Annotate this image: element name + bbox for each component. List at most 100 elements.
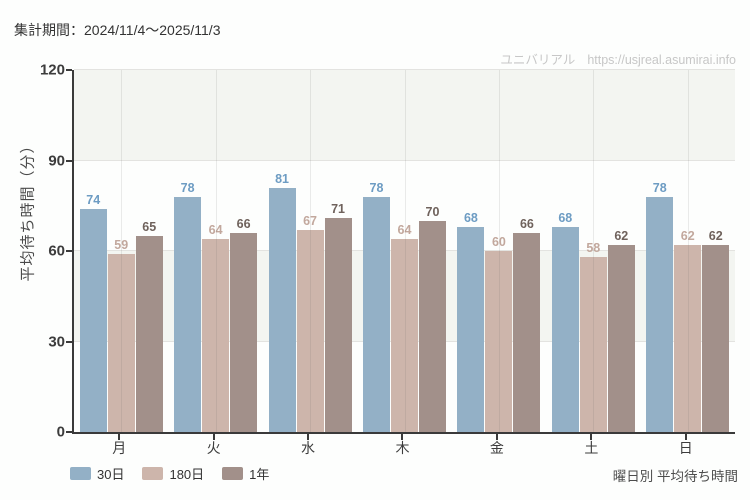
- legend-item-180日[interactable]: 180日: [142, 464, 204, 483]
- bar-1年-水[interactable]: [324, 217, 352, 432]
- bar-value-label: 70: [425, 204, 440, 219]
- x-category-火: 火: [166, 434, 260, 460]
- legend-label: 1年: [249, 467, 270, 482]
- bar-30日-水[interactable]: [268, 187, 296, 432]
- bar-1年-土[interactable]: [607, 244, 635, 432]
- bar-1年-月[interactable]: [135, 235, 163, 432]
- bar-value-label: 68: [558, 210, 573, 225]
- bar-group-土: 68 58 62: [546, 70, 640, 432]
- bar-180日-月[interactable]: [107, 254, 135, 432]
- bar-column: 81: [268, 70, 296, 432]
- legend-swatch: [70, 467, 91, 480]
- gridline-y-90: [74, 159, 735, 161]
- bar-value-label: 62: [614, 228, 629, 243]
- legend-item-30日[interactable]: 30日: [70, 464, 124, 483]
- bar-column: 78: [362, 70, 390, 432]
- x-tick-木: [401, 434, 404, 440]
- bar-30日-土[interactable]: [551, 226, 579, 432]
- bar-30日-木[interactable]: [362, 196, 390, 432]
- aggregation-period-title: 集計期間：2024/11/4～2025/11/3: [14, 22, 221, 38]
- x-tick-日: [684, 434, 687, 440]
- plot-area: 74 59 65 78 64 66 81 67 71 78 64 70 68 60 66 68 58 62 78 62…: [72, 69, 735, 434]
- bar-column: 66: [230, 70, 258, 432]
- x-category-金: 金: [450, 434, 544, 460]
- y-tick-label-0: 0: [56, 423, 65, 441]
- bar-value-label: 65: [142, 219, 157, 234]
- bar-group-水: 81 67 71: [263, 70, 357, 432]
- bar-1年-金[interactable]: [513, 232, 541, 432]
- bar-180日-木[interactable]: [390, 238, 418, 432]
- bar-30日-金[interactable]: [457, 226, 485, 432]
- bar-180日-金[interactable]: [485, 251, 513, 432]
- bar-column: 62: [674, 70, 702, 432]
- bar-column: 65: [135, 70, 163, 432]
- x-category-label: 月: [112, 440, 127, 456]
- bar-value-label: 59: [114, 238, 129, 253]
- x-tick-金: [495, 434, 498, 440]
- x-category-日: 日: [639, 434, 733, 460]
- x-category-月: 月: [72, 434, 166, 460]
- bar-column: 78: [646, 70, 674, 432]
- bar-column: 58: [579, 70, 607, 432]
- y-tick-60: [66, 250, 72, 252]
- bar-value-label: 66: [236, 216, 251, 231]
- bar-column: 64: [390, 70, 418, 432]
- bar-column: 78: [174, 70, 202, 432]
- y-tick-120: [66, 69, 72, 71]
- legend: 30日 180日 1年: [70, 464, 269, 483]
- y-tick-label-30: 30: [48, 333, 65, 350]
- y-tick-0: [66, 431, 72, 433]
- bar-180日-火[interactable]: [202, 238, 230, 432]
- bar-value-label: 74: [86, 192, 101, 207]
- bar-30日-火[interactable]: [174, 196, 202, 432]
- bar-value-label: 62: [680, 228, 695, 243]
- chart-caption: 曜日別 平均待ち時間: [612, 469, 738, 484]
- bar-value-label: 66: [519, 216, 534, 231]
- x-category-label: 日: [678, 440, 693, 456]
- watermark: ユニバリアル https://usjreal.asumirai.info: [500, 49, 736, 68]
- y-tick-90: [66, 159, 72, 162]
- x-tick-月: [118, 434, 121, 440]
- bar-value-label: 60: [491, 235, 506, 249]
- bar-1年-日[interactable]: [702, 244, 730, 432]
- bar-value-label: 78: [180, 180, 195, 195]
- bar-column: 68: [551, 70, 579, 432]
- y-tick-label-120: 120: [39, 61, 65, 79]
- bar-column: 67: [296, 70, 324, 432]
- gridline-x-水: [310, 70, 312, 432]
- watermark-site-name: ユニバリアル: [500, 53, 576, 67]
- watermark-site-url: https://usjreal.asumirai.info: [587, 53, 736, 67]
- bar-value-label: 64: [208, 222, 223, 237]
- x-category-label: 木: [395, 440, 410, 456]
- bar-column: 59: [107, 70, 135, 432]
- bar-30日-月[interactable]: [79, 208, 107, 432]
- bar-value-label: 71: [331, 201, 345, 216]
- bar-value-label: 58: [586, 241, 601, 256]
- bar-group-日: 78 62 62: [641, 70, 735, 432]
- bar-column: 62: [702, 70, 730, 432]
- x-tick-土: [590, 434, 593, 440]
- bar-group-月: 74 59 65: [74, 70, 168, 432]
- bar-1年-火[interactable]: [230, 232, 258, 432]
- bar-value-label: 64: [397, 222, 412, 237]
- bar-column: 71: [324, 70, 352, 432]
- bar-1年-木[interactable]: [418, 220, 446, 432]
- bar-180日-土[interactable]: [579, 257, 607, 432]
- x-tick-火: [212, 434, 215, 440]
- bar-180日-日[interactable]: [674, 244, 702, 432]
- x-category-木: 木: [355, 434, 449, 460]
- legend-item-1年[interactable]: 1年: [222, 464, 269, 483]
- legend-swatch: [142, 467, 164, 480]
- bar-30日-日[interactable]: [646, 196, 674, 432]
- legend-swatch: [222, 467, 244, 480]
- bar-column: 68: [457, 70, 485, 432]
- y-axis: 0 30 60 90 120: [0, 63, 72, 440]
- gridline-x-月: [121, 70, 123, 432]
- bar-groups: 74 59 65 78 64 66 81 67 71 78 64 70 68 60 66 68 58 62 78 62…: [74, 70, 735, 432]
- bar-180日-水[interactable]: [296, 229, 324, 432]
- y-tick-label-90: 90: [48, 152, 65, 169]
- band: [74, 70, 735, 161]
- y-tick-label-60: 60: [48, 242, 65, 260]
- x-category-label: 水: [301, 440, 316, 456]
